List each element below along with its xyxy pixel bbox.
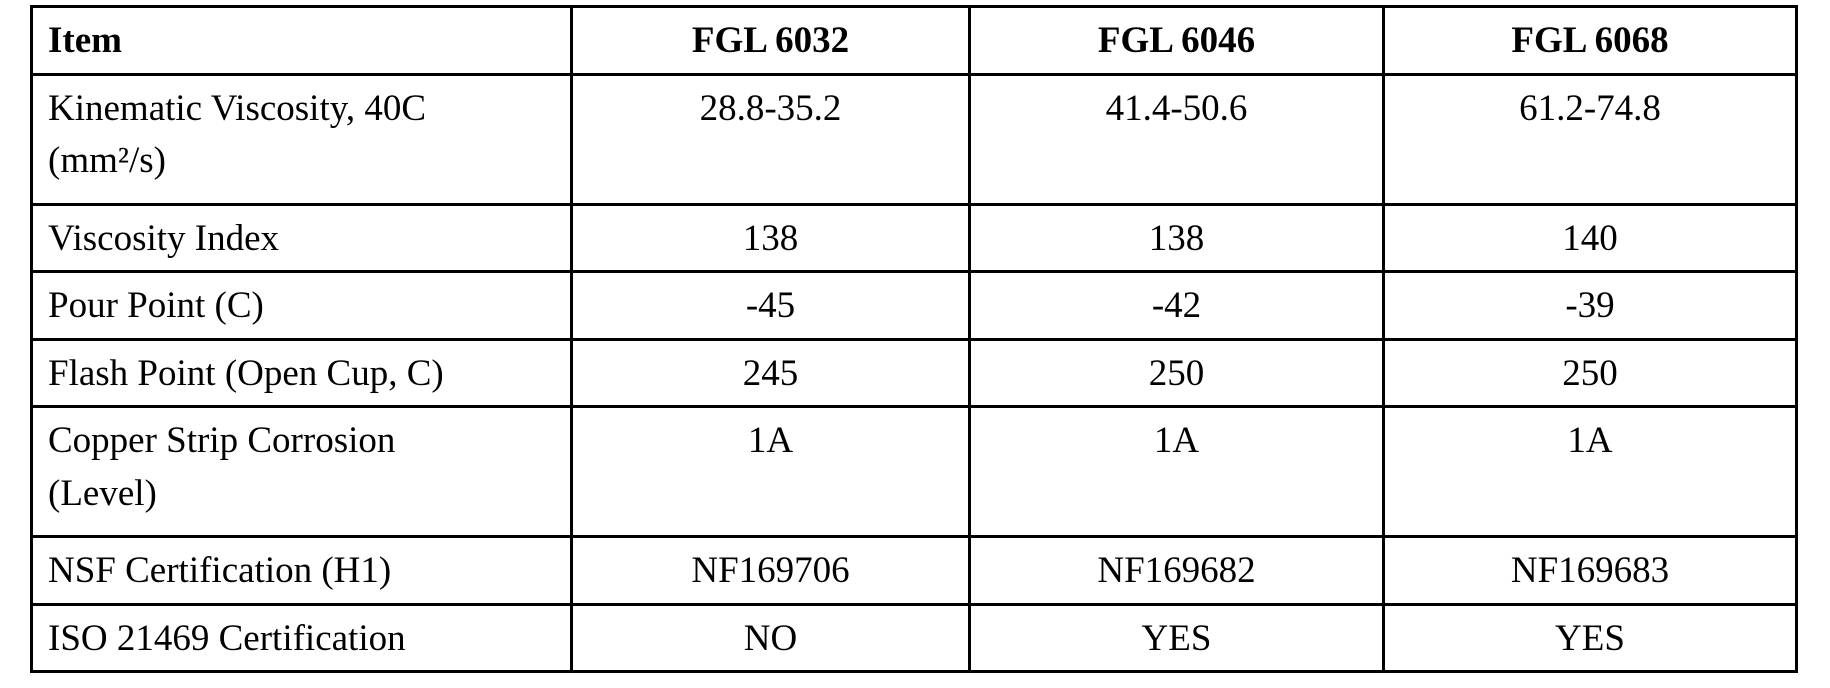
value-flash-point-fgl-6032: 245	[570, 337, 971, 409]
value-iso-fgl-6046: YES	[968, 602, 1385, 674]
value-pour-point-fgl-6068: -39	[1382, 270, 1798, 341]
value-viscosity-index-fgl-6068: 140	[1382, 202, 1798, 274]
table-row-kinematic-viscosity: Kinematic Viscosity, 40C (mm²/s) 28.8-35…	[30, 72, 1798, 206]
value-iso-fgl-6032: NO	[570, 602, 971, 674]
value-nsf-fgl-6032: NF169706	[570, 535, 971, 606]
column-header-fgl-6068: FGL 6068	[1382, 5, 1798, 76]
value-copper-strip-fgl-6046: 1A	[968, 405, 1385, 539]
row-label-line-2: (Level)	[48, 472, 157, 514]
column-header-fgl-6032: FGL 6032	[570, 5, 971, 76]
row-label-line-1: Kinematic Viscosity, 40C	[48, 87, 427, 129]
value-nsf-fgl-6046: NF169682	[968, 535, 1385, 606]
value-flash-point-fgl-6046: 250	[968, 337, 1385, 409]
table-row-pour-point: Pour Point (C) -45 -42 -39	[30, 270, 1798, 341]
table-row-viscosity-index: Viscosity Index 138 138 140	[30, 202, 1798, 274]
value-viscosity-index-fgl-6032: 138	[570, 202, 971, 274]
value-flash-point-fgl-6068: 250	[1382, 337, 1798, 409]
value-copper-strip-fgl-6032: 1A	[570, 405, 971, 539]
value-kinematic-fgl-6046: 41.4-50.6	[968, 72, 1385, 206]
table-row-nsf-certification: NSF Certification (H1) NF169706 NF169682…	[30, 535, 1798, 606]
value-viscosity-index-fgl-6046: 138	[968, 202, 1385, 274]
row-label-nsf-certification: NSF Certification (H1)	[30, 535, 573, 606]
row-label-kinematic-viscosity: Kinematic Viscosity, 40C (mm²/s)	[30, 72, 573, 206]
row-label-iso-certification: ISO 21469 Certification	[30, 602, 573, 674]
row-label-line-1: Copper Strip Corrosion	[48, 420, 396, 462]
value-kinematic-fgl-6068: 61.2-74.8	[1382, 72, 1798, 206]
value-iso-fgl-6068: YES	[1382, 602, 1798, 674]
row-label-flash-point: Flash Point (Open Cup, C)	[30, 337, 573, 409]
value-copper-strip-fgl-6068: 1A	[1382, 405, 1798, 539]
table-row-iso-certification: ISO 21469 Certification NO YES YES	[30, 602, 1798, 674]
row-label-viscosity-index: Viscosity Index	[30, 202, 573, 274]
product-spec-table: Item FGL 6032 FGL 6046 FGL 6068 Kinemati…	[30, 5, 1798, 674]
row-label-copper-strip-corrosion: Copper Strip Corrosion (Level)	[30, 405, 573, 539]
column-header-fgl-6046: FGL 6046	[968, 5, 1385, 76]
value-kinematic-fgl-6032: 28.8-35.2	[570, 72, 971, 206]
row-label-pour-point: Pour Point (C)	[30, 270, 573, 341]
value-pour-point-fgl-6046: -42	[968, 270, 1385, 341]
table-row-copper-strip-corrosion: Copper Strip Corrosion (Level) 1A 1A 1A	[30, 405, 1798, 539]
table-row-flash-point: Flash Point (Open Cup, C) 245 250 250	[30, 337, 1798, 409]
table-header-row: Item FGL 6032 FGL 6046 FGL 6068	[30, 5, 1798, 76]
value-nsf-fgl-6068: NF169683	[1382, 535, 1798, 606]
value-pour-point-fgl-6032: -45	[570, 270, 971, 341]
row-label-line-2: (mm²/s)	[48, 140, 166, 182]
column-header-item: Item	[30, 5, 573, 76]
